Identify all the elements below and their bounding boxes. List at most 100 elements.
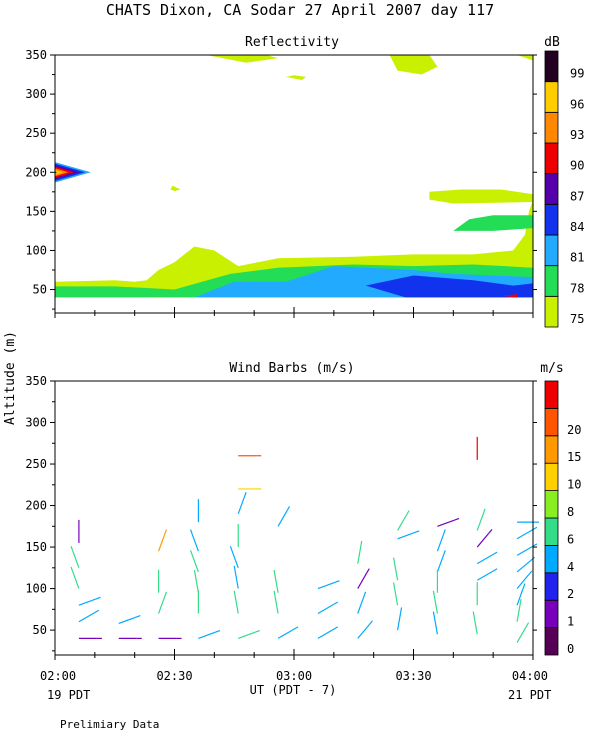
wind-barb [158, 529, 167, 552]
wind-barb-staff [516, 574, 530, 589]
colorbar-label-81: 81 [570, 251, 584, 265]
wind-barb-flag [334, 580, 340, 583]
wind-barb-staff [72, 550, 80, 569]
wind-barb-flag [519, 599, 522, 605]
colorbar-swatch-75 [544, 295, 559, 328]
wind-barb [472, 611, 478, 635]
y-tick-label: 100 [25, 243, 47, 257]
wind-barb [233, 565, 239, 589]
reflectivity-region-75db [429, 189, 533, 204]
y-axis-title: Altitude (m) [3, 331, 18, 425]
wind-barb [277, 506, 291, 527]
wind-barb-flag [135, 615, 141, 618]
wind-barb [78, 609, 100, 623]
wind-barb-staff [396, 612, 402, 631]
wind-colorbar-swatch [544, 462, 559, 492]
wind-barb-staff [516, 529, 533, 540]
pdt-start-label: 19 PDT [47, 688, 90, 702]
wind-barb-flag [254, 629, 261, 633]
wind-barb [189, 550, 199, 573]
wind-barb-flag [363, 591, 367, 597]
wind-colorbar-label-1: 1 [567, 615, 574, 629]
wind-barb [357, 591, 367, 614]
wind-barb [70, 566, 80, 589]
reflectivity-plot-area [55, 55, 533, 298]
wind-unit: m/s [540, 361, 563, 376]
colorbar-label-90: 90 [570, 159, 584, 173]
wind-barb-flag [233, 590, 236, 596]
wind-barb-staff [317, 603, 334, 615]
wind-colorbar-swatch [544, 572, 559, 601]
wind-barb [277, 626, 299, 639]
reflectivity-title: Reflectivity [245, 35, 339, 50]
wind-barb-staff [191, 534, 199, 552]
y-tick-label: 150 [25, 540, 47, 554]
wind-barb [189, 529, 199, 552]
wind-barb-staff [397, 514, 408, 531]
wind-barb [273, 569, 279, 593]
wind-barb-flag [273, 590, 276, 596]
x-axis-title: UT (PDT - 7) [250, 683, 337, 697]
reflectivity-region-75db [389, 55, 438, 75]
reflectivity-unit: dB [544, 35, 560, 50]
colorbar-swatch-81 [544, 234, 559, 267]
wind-barb-staff [516, 545, 533, 556]
wind-barb-flag [293, 626, 299, 630]
wind-barb [516, 583, 526, 606]
wind-barb-staff [516, 588, 524, 606]
colorbar-swatch-87 [544, 173, 559, 205]
wind-barb-flag [392, 582, 396, 588]
wind-barb-flag [189, 550, 193, 556]
reflectivity-spike-96db [55, 169, 63, 175]
reflectivity-colorbar: 75 78 81 84 87 90 93 96 99 [544, 50, 584, 328]
wind-barb-staff [277, 510, 288, 527]
wind-barb [516, 622, 530, 643]
wind-barb [237, 492, 247, 515]
wind-barb-flag [70, 566, 74, 572]
wind-barb-flag [492, 551, 498, 556]
wind-barb [432, 611, 438, 635]
wind-barb-flag [286, 506, 291, 512]
wind-barb-staff [274, 574, 279, 593]
wind-barb [229, 546, 239, 569]
wind-barb-staff [516, 559, 532, 573]
wind-colorbar-label-2: 2 [567, 587, 574, 601]
wind-barb-flag [432, 611, 435, 617]
wind-barb-staff [476, 532, 490, 548]
wind-barb-flag [70, 546, 74, 552]
wind-barb-flag [94, 609, 100, 614]
y-tick-label: 150 [25, 204, 47, 218]
wind-colorbar-label-15: 15 [567, 450, 581, 464]
wind-barb [317, 580, 340, 590]
colorbar-label-78: 78 [570, 281, 584, 295]
wind-barb-flag [368, 620, 373, 625]
reflectivity-region-84db [365, 275, 533, 298]
colorbar-swatch-93 [544, 111, 559, 144]
wind-barb [233, 590, 239, 614]
wind-barb [476, 529, 493, 548]
wind-barb-flag [333, 626, 339, 630]
pdt-end-label: 21 PDT [508, 688, 551, 702]
wind-barb [158, 591, 167, 614]
wind-barb-staff [78, 612, 95, 623]
reflectivity-region-75db [517, 55, 533, 61]
wind-barbs-title: Wind Barbs (m/s) [229, 361, 354, 376]
colorbar-swatch-96 [544, 81, 559, 113]
wind-barb-flag [392, 557, 396, 563]
wind-barb-staff [237, 496, 245, 515]
wind-colorbar-swatch [544, 380, 559, 409]
wind-barb-staff [357, 624, 370, 639]
wind-barb-flag [164, 529, 167, 535]
wind-barb-staff [516, 603, 521, 622]
wind-barb-flag [488, 529, 493, 534]
wind-barb-staff [393, 587, 399, 606]
wind-barb-flag [406, 510, 410, 516]
wind-barb-flag [472, 611, 475, 617]
wind-barb [193, 569, 199, 593]
wind-axes: 50 100 150 200 250 300 350 02:00 02:30 03:00 03:30… [25, 374, 548, 683]
x-tick-label: 03:00 [276, 669, 312, 683]
wind-barb [392, 557, 399, 581]
colorbar-swatch-84 [544, 203, 559, 236]
colorbar-label-87: 87 [570, 189, 584, 203]
